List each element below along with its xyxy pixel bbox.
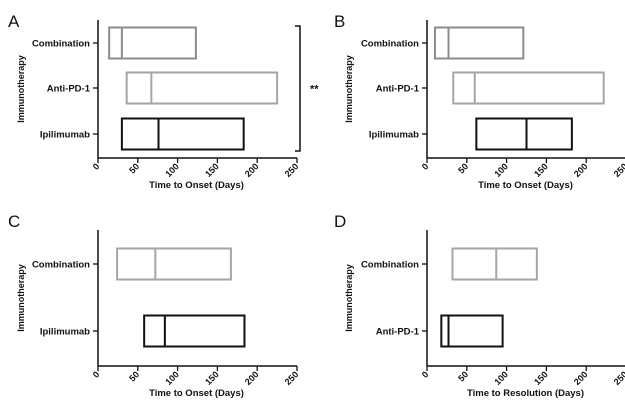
x-tick-label: 250 [612, 161, 625, 179]
x-axis-title: Time to Resolution (Days) [467, 388, 584, 399]
panel-letter: C [8, 212, 20, 231]
category-label: Combination [361, 260, 419, 271]
box-anti-pd-1 [440, 314, 504, 348]
x-tick-label: 0 [420, 161, 431, 172]
x-tick-label: 250 [612, 369, 625, 387]
x-tick-label: 50 [127, 161, 141, 175]
panel-a: A Immunotherapy Combination Anti-PD-1 Ipilim… [8, 12, 319, 191]
x-tick-label: 0 [91, 161, 102, 172]
category-label: Anti-PD-1 [376, 327, 420, 338]
category-label: Anti-PD-1 [376, 84, 420, 95]
category-label: Ipilimumab [40, 130, 90, 141]
x-tick-label: 200 [572, 161, 590, 179]
box-ipilimumab [120, 117, 245, 151]
box-anti-pd-1 [125, 71, 279, 105]
box-ipilimumab [143, 314, 246, 348]
category-label: Ipilimumab [369, 130, 419, 141]
panel-letter: D [334, 212, 346, 231]
x-tick-label: 100 [163, 161, 181, 179]
y-axis-title: Immunotherapy [344, 55, 354, 123]
box-ipilimumab [475, 117, 573, 151]
y-axis-title: Immunotherapy [16, 55, 26, 123]
x-tick-label: 150 [532, 161, 550, 179]
box-combination [451, 247, 538, 281]
x-tick-label: 150 [203, 369, 221, 387]
category-label: Combination [361, 39, 419, 50]
x-tick-label: 100 [163, 369, 181, 387]
category-label: Combination [32, 260, 90, 271]
y-axis-title: Immunotherapy [16, 264, 26, 332]
box-combination [116, 247, 232, 281]
x-tick-label: 100 [492, 161, 510, 179]
x-tick-label: 0 [91, 369, 102, 380]
x-tick-label: 250 [283, 369, 301, 387]
category-label: Combination [32, 39, 90, 50]
x-tick-label: 200 [243, 369, 261, 387]
x-tick-label: 50 [456, 161, 470, 175]
significance-bracket [295, 25, 301, 152]
box-anti-pd-1 [452, 71, 605, 105]
x-tick-label: 150 [203, 161, 221, 179]
x-axis-title: Time to Onset (Days) [478, 180, 573, 191]
panel-b: B Immunotherapy Combination Anti-PD-1 Ipilim… [334, 12, 625, 191]
panel-c: C Immunotherapy Combination Ipilimumab 0 50 10… [8, 212, 300, 399]
x-tick-label: 250 [283, 161, 301, 179]
panel-letter: A [8, 12, 20, 31]
category-label: Ipilimumab [40, 327, 90, 338]
x-tick-label: 50 [127, 369, 141, 383]
box-combination [433, 26, 525, 60]
panel-letter: B [334, 12, 345, 31]
x-tick-label: 100 [492, 369, 510, 387]
x-tick-label: 200 [243, 161, 261, 179]
x-axis-title: Time to Onset (Days) [149, 180, 244, 191]
box-combination [108, 26, 197, 60]
category-label: Anti-PD-1 [47, 84, 91, 95]
x-tick-label: 50 [456, 369, 470, 383]
y-axis-title: Immunotherapy [344, 264, 354, 332]
x-tick-label: 150 [532, 369, 550, 387]
significance-label: ** [310, 84, 319, 96]
x-axis-title: Time to Onset (Days) [149, 388, 244, 399]
panel-d: D Immunotherapy Combination Anti-PD-1 0 50 100… [334, 212, 625, 399]
x-tick-label: 0 [420, 369, 431, 380]
x-tick-label: 200 [572, 369, 590, 387]
